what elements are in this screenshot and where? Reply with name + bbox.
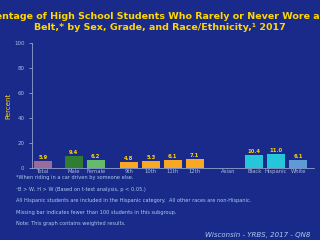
Bar (164, 160, 182, 168)
Text: Percentage of High School Students Who Rarely or Never Wore a Seat
Belt,* by Sex: Percentage of High School Students Who R… (0, 12, 320, 32)
Text: ¹B > W, H > W (Based on t-test analysis, p < 0.05.): ¹B > W, H > W (Based on t-test analysis,… (16, 187, 146, 192)
Text: Wisconsin - YRBS, 2017 - QN8: Wisconsin - YRBS, 2017 - QN8 (205, 232, 310, 238)
Text: 6.2: 6.2 (91, 154, 100, 159)
Text: 7.1: 7.1 (190, 153, 199, 158)
Text: Missing bar indicates fewer than 100 students in this subgroup.: Missing bar indicates fewer than 100 stu… (16, 210, 177, 215)
Bar (268, 154, 285, 168)
Text: 5.9: 5.9 (38, 155, 48, 160)
Bar (65, 156, 83, 168)
Text: 6.1: 6.1 (293, 154, 303, 159)
Bar (142, 161, 160, 168)
Text: All Hispanic students are included in the Hispanic category.  All other races ar: All Hispanic students are included in th… (16, 198, 252, 203)
Y-axis label: Percent: Percent (5, 92, 11, 119)
Text: 11.0: 11.0 (270, 148, 283, 153)
Text: 5.3: 5.3 (146, 155, 156, 160)
Text: Note: This graph contains weighted results.: Note: This graph contains weighted resul… (16, 221, 126, 226)
Bar (245, 155, 263, 168)
Text: 4.8: 4.8 (124, 156, 133, 161)
Bar (289, 160, 307, 168)
Text: *When riding in a car driven by someone else.: *When riding in a car driven by someone … (16, 175, 133, 180)
Bar (120, 162, 138, 168)
Text: 6.1: 6.1 (168, 154, 178, 159)
Text: 9.4: 9.4 (69, 150, 78, 155)
Bar (34, 161, 52, 168)
Bar (87, 160, 105, 168)
Bar (186, 159, 204, 168)
Text: 10.4: 10.4 (248, 149, 261, 154)
